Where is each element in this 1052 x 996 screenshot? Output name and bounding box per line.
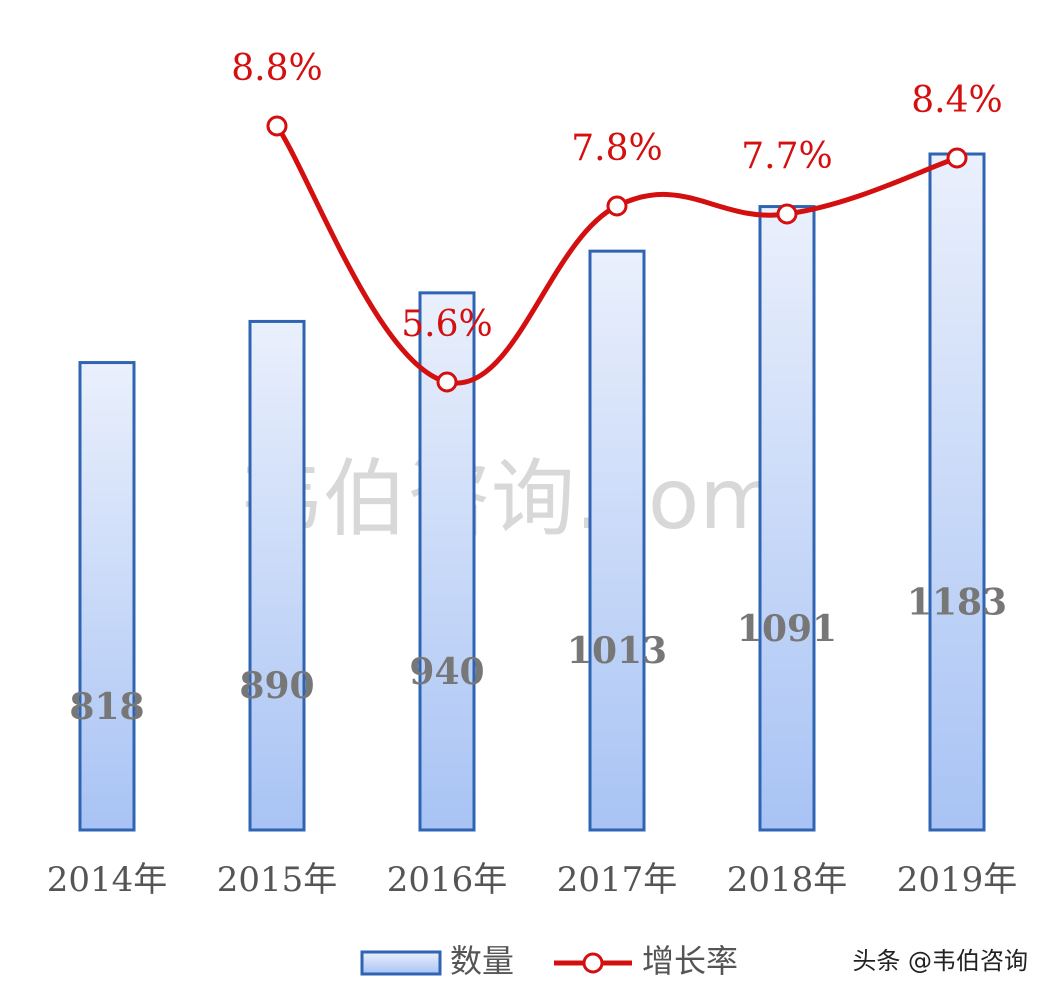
bar <box>588 249 646 832</box>
line-marker <box>436 371 458 393</box>
line-marker <box>606 195 628 217</box>
x-tick-label: 2014年 <box>47 860 168 900</box>
line-marker <box>776 203 798 225</box>
line-marker <box>266 115 288 137</box>
bar <box>928 152 986 832</box>
source-credit: 头条 @韦伯咨询 <box>852 947 1028 975</box>
line <box>274 124 958 386</box>
x-tick-label: 2017年 <box>557 860 678 900</box>
legend-label: 增长率 <box>642 942 738 980</box>
bar-value-label: 890 <box>239 665 314 707</box>
line-value-label: 7.7% <box>741 136 832 177</box>
x-tick-label: 2015年 <box>217 860 338 900</box>
legend-swatch <box>360 950 442 976</box>
bar-value-label: 818 <box>69 686 144 728</box>
line-marker <box>946 147 968 169</box>
bar <box>758 205 816 832</box>
x-tick-label: 2016年 <box>387 860 508 900</box>
legend-swatch <box>582 952 604 974</box>
bar-value-label: 1013 <box>567 630 667 672</box>
line-value-label: 7.8% <box>571 128 662 169</box>
line-value-label: 8.8% <box>231 48 322 89</box>
legend-label: 数量 <box>450 942 514 980</box>
bar-value-label: 1183 <box>907 582 1007 624</box>
x-tick-label: 2018年 <box>727 860 848 900</box>
bar-value-label: 940 <box>409 651 484 693</box>
watermark: 韦伯咨询.com <box>239 450 781 548</box>
x-tick-label: 2019年 <box>897 860 1018 900</box>
bar <box>78 361 136 832</box>
bar-value-label: 1091 <box>737 608 837 650</box>
bar <box>248 319 306 832</box>
line-value-label: 5.6% <box>401 304 492 345</box>
line-value-label: 8.4% <box>911 80 1002 121</box>
